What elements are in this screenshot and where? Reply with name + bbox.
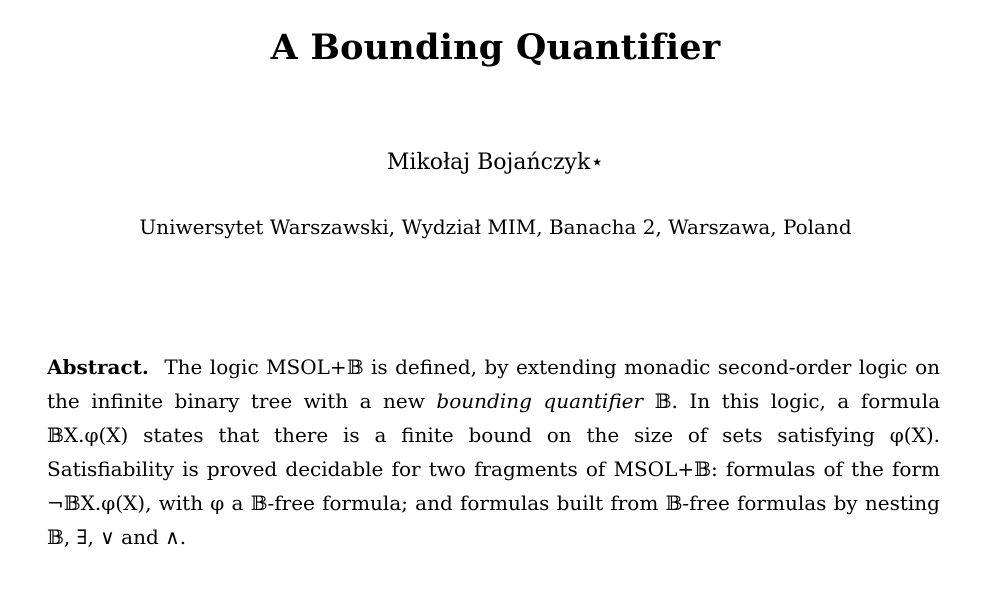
- paper-title: A Bounding Quantifier: [270, 27, 721, 68]
- abstract-text-part1: The logic MSOL+𝔹 is defined, by extendin…: [47, 355, 940, 413]
- abstract: Abstract. The logic MSOL+𝔹 is defined, b…: [47, 350, 940, 554]
- abstract-text-part2: 𝔹. In this logic, a formula 𝔹X.φ(X) stat…: [47, 389, 941, 549]
- author-name: Mikołaj Bojańczyk⋆: [386, 150, 605, 175]
- abstract-emphasis: bounding quantifier: [436, 389, 644, 413]
- abstract-label: Abstract.: [47, 355, 149, 379]
- author-affiliation: Uniwersytet Warszawski, Wydział MIM, Ban…: [139, 215, 852, 239]
